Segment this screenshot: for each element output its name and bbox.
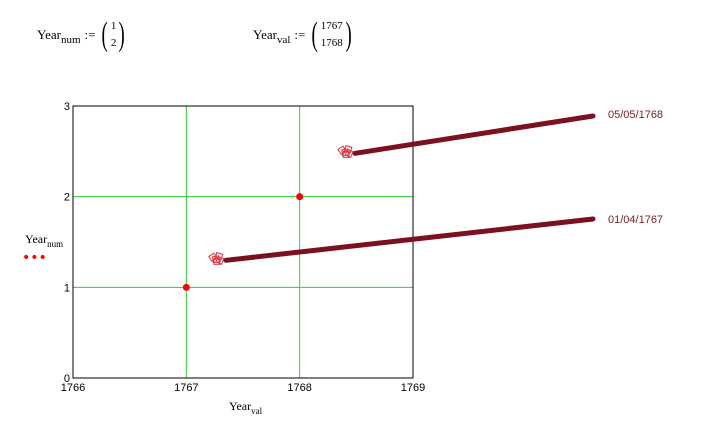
vector-value: 1768 xyxy=(320,37,343,49)
x-tick-label: 1769 xyxy=(401,382,425,394)
tick-labels: 1766 1767 1768 1769 0 1 2 3 xyxy=(61,101,425,394)
y-tick-label: 0 xyxy=(64,373,70,385)
var-subscript: val xyxy=(276,34,291,46)
grid-lines xyxy=(73,106,413,378)
trace-callouts: 01/04/1767 05/05/1768 xyxy=(208,109,663,265)
trace-marker xyxy=(342,150,350,158)
var-name: Year xyxy=(37,27,61,42)
callout-date-label: 05/05/1768 xyxy=(608,109,663,121)
trace-marker xyxy=(214,251,224,261)
var-subscript: num xyxy=(60,34,81,46)
plot-frame xyxy=(72,105,414,379)
x-tick-label: 1766 xyxy=(61,382,85,394)
right-paren: ) xyxy=(345,16,352,53)
x-axis-title[interactable]: Yearval xyxy=(229,399,263,416)
trace-callout: 05/05/1768 xyxy=(337,109,663,158)
y-axis-title[interactable]: Yearnum xyxy=(25,232,63,249)
definition-year-val[interactable]: Year val := ( 1767 1768 ) xyxy=(253,18,354,52)
left-paren: ( xyxy=(102,16,109,53)
assign-operator: := xyxy=(294,27,306,42)
trace-marker xyxy=(343,145,353,154)
trace-callout: 01/04/1767 xyxy=(208,214,663,265)
data-points xyxy=(182,193,304,291)
var-name: Year xyxy=(253,27,277,42)
legend-marker: ••• xyxy=(22,250,47,266)
callout-leader-line xyxy=(352,113,596,156)
x-tick-label: 1767 xyxy=(174,382,198,394)
definition-year-num[interactable]: Year num := ( 1 2 ) xyxy=(37,18,128,52)
y-tick-label: 2 xyxy=(64,192,70,204)
trace-marker xyxy=(215,255,225,265)
right-paren: ) xyxy=(118,16,126,53)
data-point xyxy=(182,283,190,291)
value-vector: ( 1 2 ) xyxy=(99,18,127,52)
callout-date-label: 01/04/1767 xyxy=(608,214,663,226)
trace-marker xyxy=(344,148,354,158)
assign-operator: := xyxy=(84,27,96,42)
value-vector: ( 1767 1768 ) xyxy=(309,18,354,52)
data-point xyxy=(296,193,304,201)
vector-value: 1767 xyxy=(320,20,343,32)
vector-value: 2 xyxy=(110,37,117,49)
vector-value: 1 xyxy=(110,20,117,32)
x-tick-label: 1768 xyxy=(287,382,311,394)
left-paren: ( xyxy=(311,16,319,53)
trace-marker xyxy=(213,257,221,265)
y-tick-label: 1 xyxy=(64,282,70,294)
y-tick-label: 3 xyxy=(64,101,70,113)
callout-leader-line xyxy=(223,216,596,263)
